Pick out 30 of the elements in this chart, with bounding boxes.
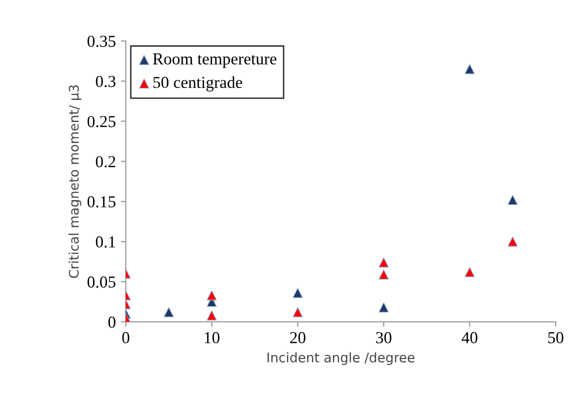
y-tick-label: 0: [108, 316, 116, 328]
point: [292, 288, 303, 298]
y-axis-title: Critical magneto moment/ μ3: [68, 85, 82, 278]
legend-label: 50 centigrade: [153, 76, 242, 92]
x-tick-label: 40: [462, 332, 478, 344]
point: [206, 310, 217, 320]
y-tick-label: 0.25: [88, 116, 116, 128]
point: [206, 290, 217, 300]
point: [378, 302, 389, 312]
point: [164, 307, 174, 318]
x-axis-title: Incident angle /degree: [268, 352, 414, 366]
point: [464, 267, 475, 278]
point: [464, 64, 475, 74]
x-tick-label: 50: [548, 332, 564, 344]
point: [292, 307, 303, 318]
point: [378, 270, 389, 280]
point: [508, 236, 518, 247]
x-tick-label: 30: [376, 332, 392, 344]
legend-label: Room tempereture: [152, 53, 276, 68]
point: [508, 194, 518, 205]
point: [378, 257, 389, 268]
y-tick-label: 0.05: [88, 276, 116, 288]
y-tick-label: 0.15: [88, 196, 116, 208]
x-tick-label: 0: [122, 332, 130, 344]
y-tick-label: 0.3: [96, 76, 116, 88]
y-tick-label: 0.1: [96, 236, 116, 248]
x-tick-label: 20: [290, 332, 306, 344]
y-tick-label: 0.2: [96, 156, 116, 168]
y-tick-label: 0.35: [88, 36, 116, 48]
x-tick-label: 10: [204, 332, 220, 344]
